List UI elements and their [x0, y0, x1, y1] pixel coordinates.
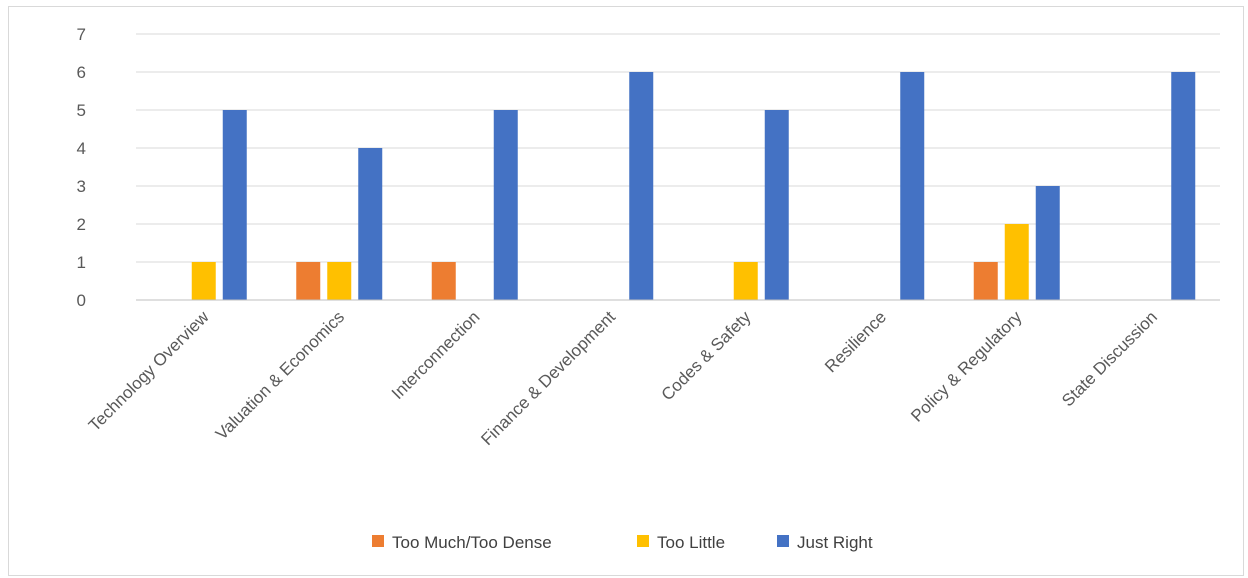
x-category-label: Valuation & Economics — [212, 307, 348, 443]
y-tick-label: 4 — [77, 139, 86, 158]
legend-label: Too Much/Too Dense — [392, 533, 552, 552]
bar — [764, 110, 789, 300]
x-category-label: Finance & Development — [477, 307, 619, 449]
legend-swatch — [777, 535, 789, 547]
y-axis-ticks: 0 1 2 3 4 5 6 7 — [77, 25, 86, 310]
legend: Too Much/Too Dense Too Little Just Right — [372, 533, 873, 552]
bar — [493, 110, 518, 300]
bar — [973, 262, 998, 300]
x-category-label: Technology Overview — [85, 307, 213, 435]
bar — [191, 262, 216, 300]
x-category-label: Interconnection — [388, 307, 484, 403]
x-category-label: Policy & Regulatory — [907, 307, 1026, 426]
x-category-label: Resilience — [821, 307, 890, 376]
bar — [1004, 224, 1029, 300]
y-tick-label: 7 — [77, 25, 86, 44]
bar — [900, 72, 925, 300]
bar — [1035, 186, 1060, 300]
bar — [222, 110, 247, 300]
y-tick-label: 5 — [77, 101, 86, 120]
y-tick-label: 0 — [77, 291, 86, 310]
bar — [358, 148, 383, 300]
bar — [431, 262, 456, 300]
y-tick-label: 2 — [77, 215, 86, 234]
y-tick-label: 1 — [77, 253, 86, 272]
legend-label: Just Right — [797, 533, 873, 552]
bar — [1171, 72, 1196, 300]
bar — [327, 262, 352, 300]
bars — [191, 72, 1196, 300]
x-category-label: State Discussion — [1058, 307, 1161, 410]
y-tick-label: 6 — [77, 63, 86, 82]
bar — [296, 262, 321, 300]
legend-swatch — [637, 535, 649, 547]
legend-label: Too Little — [657, 533, 725, 552]
y-tick-label: 3 — [77, 177, 86, 196]
x-category-label: Codes & Safety — [658, 307, 755, 404]
legend-swatch — [372, 535, 384, 547]
bar — [629, 72, 654, 300]
bar — [733, 262, 758, 300]
x-axis-categories: Technology Overview Valuation & Economics… — [85, 307, 1161, 449]
